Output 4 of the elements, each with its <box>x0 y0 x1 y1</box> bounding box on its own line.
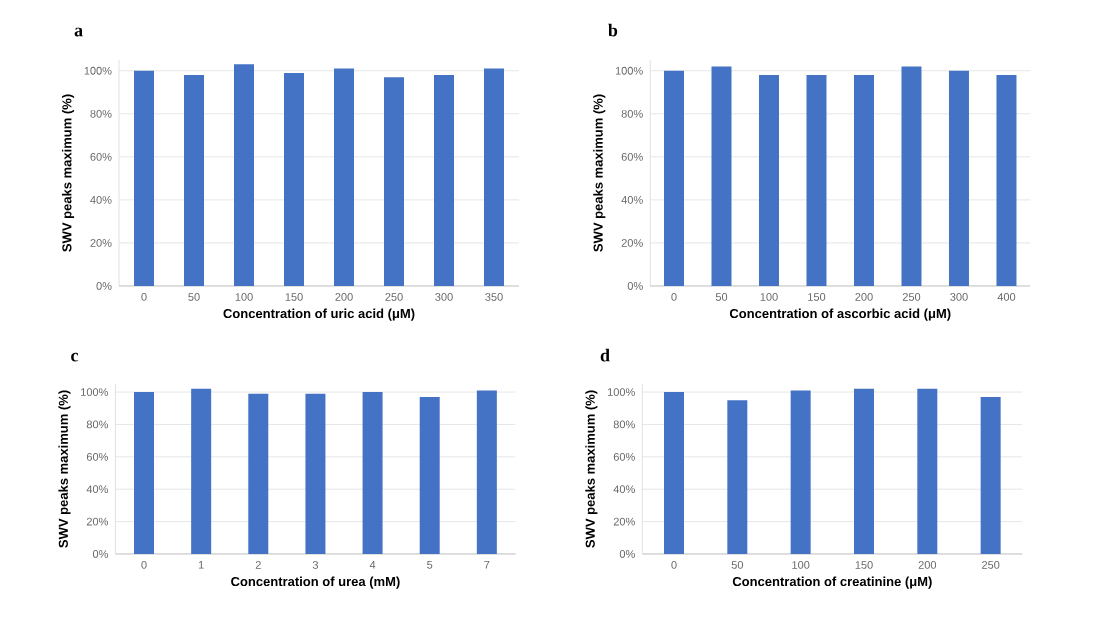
chart-title: d <box>600 348 610 362</box>
chart-title: c <box>71 352 79 362</box>
chart-title: b <box>608 23 618 37</box>
chart-title: a <box>74 27 83 37</box>
